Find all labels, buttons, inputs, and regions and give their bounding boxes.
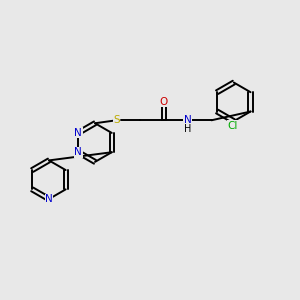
Text: Cl: Cl — [227, 121, 238, 130]
Text: H: H — [184, 124, 191, 134]
Text: O: O — [160, 97, 168, 107]
Text: N: N — [74, 128, 82, 138]
Text: N: N — [184, 115, 192, 125]
Text: N: N — [74, 147, 82, 157]
Text: S: S — [113, 115, 120, 125]
Text: N: N — [45, 194, 53, 204]
